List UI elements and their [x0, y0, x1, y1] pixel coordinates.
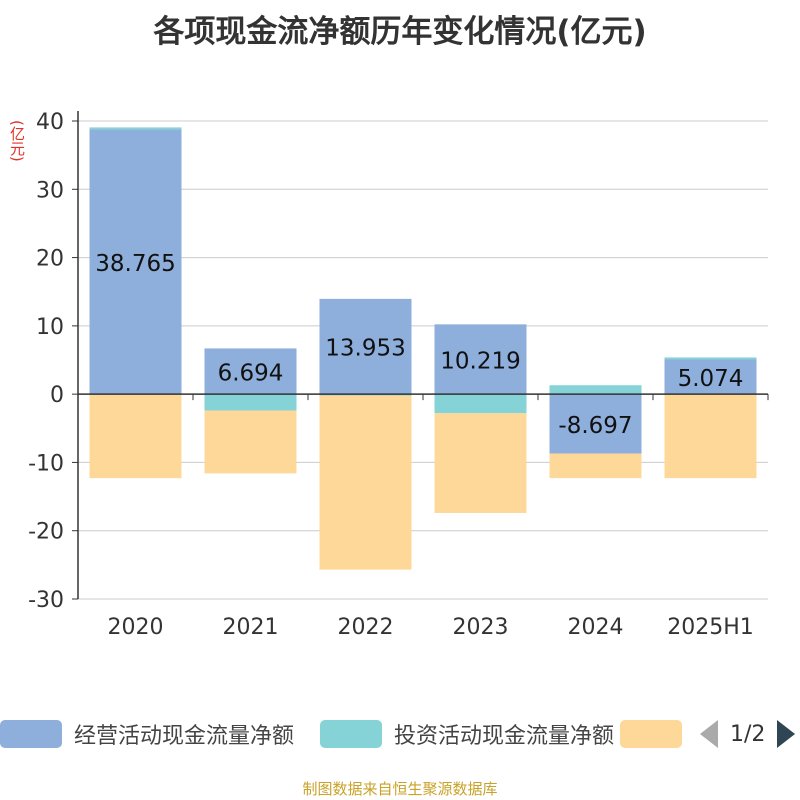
- legend-label-investing: 投资活动现金流量净额: [394, 724, 615, 749]
- y-tick-label: -10: [28, 451, 64, 476]
- bar-chart: 40 30 20 10 0 -10 -20 -30 38.765 6.694 13.953 10.21…: [28, 110, 769, 640]
- bar-financing: [204, 410, 297, 474]
- legend-label-operating: 经营活动现金流量净额: [74, 724, 295, 749]
- legend-swatch-investing: [320, 720, 382, 748]
- data-label: -8.697: [558, 413, 632, 439]
- bar-operating: [89, 129, 182, 395]
- legend-item-investing[interactable]: 投资活动现金流量净额: [320, 716, 614, 752]
- chart-title: 各项现金流净额历年变化情况(亿元): [153, 14, 647, 50]
- bar-financing: [89, 394, 182, 479]
- bar-financing: [434, 413, 527, 513]
- y-axis-unit: (亿元): [8, 120, 26, 162]
- x-tick-label: 2023: [453, 615, 509, 640]
- data-source-note: 制图数据来自恒生聚源数据库: [302, 780, 498, 798]
- legend-item-operating[interactable]: 经营活动现金流量净额: [0, 716, 294, 752]
- data-label: 5.074: [678, 366, 744, 392]
- y-tick-label: 30: [36, 178, 64, 203]
- bar-financing: [549, 453, 642, 479]
- bar-investing: [664, 357, 757, 360]
- legend-page-indicator: 1/2: [730, 721, 766, 747]
- bar-financing: [319, 395, 412, 570]
- legend-swatch-financing: [620, 720, 682, 748]
- x-tick-label: 2022: [338, 615, 394, 640]
- y-tick-label: -30: [28, 588, 64, 613]
- bar-investing: [434, 394, 527, 414]
- x-tick-label: 2020: [108, 615, 164, 640]
- bar-investing: [89, 127, 182, 130]
- legend-prev-arrow-icon[interactable]: [700, 720, 718, 748]
- bar-operating: [664, 359, 757, 395]
- x-tick-label: 2025H1: [667, 615, 754, 640]
- data-label: 6.694: [218, 360, 284, 386]
- x-tick-label: 2021: [223, 615, 279, 640]
- bar-financing: [664, 394, 757, 479]
- data-label: 10.219: [440, 348, 520, 374]
- bar-operating: [549, 394, 642, 454]
- bar-investing: [549, 385, 642, 395]
- legend-next-arrow-icon[interactable]: [777, 720, 796, 748]
- bar-operating: [319, 298, 412, 395]
- legend-pager: 1/2: [700, 716, 796, 752]
- bar-operating: [434, 324, 527, 395]
- data-label: 13.953: [325, 336, 405, 362]
- data-label: 38.765: [95, 251, 175, 277]
- legend-item-financing[interactable]: [620, 716, 694, 752]
- y-tick-label: 40: [36, 110, 64, 135]
- bar-investing: [204, 394, 297, 411]
- bar-operating: [204, 348, 297, 395]
- legend-swatch-operating: [0, 720, 62, 748]
- legend: 经营活动现金流量净额 投资活动现金流量净额: [0, 716, 800, 756]
- x-tick-label: 2024: [568, 615, 624, 640]
- y-tick-label: -20: [28, 520, 64, 545]
- y-tick-label: 10: [36, 315, 64, 340]
- y-tick-label: 0: [50, 383, 64, 408]
- y-tick-label: 20: [36, 247, 64, 272]
